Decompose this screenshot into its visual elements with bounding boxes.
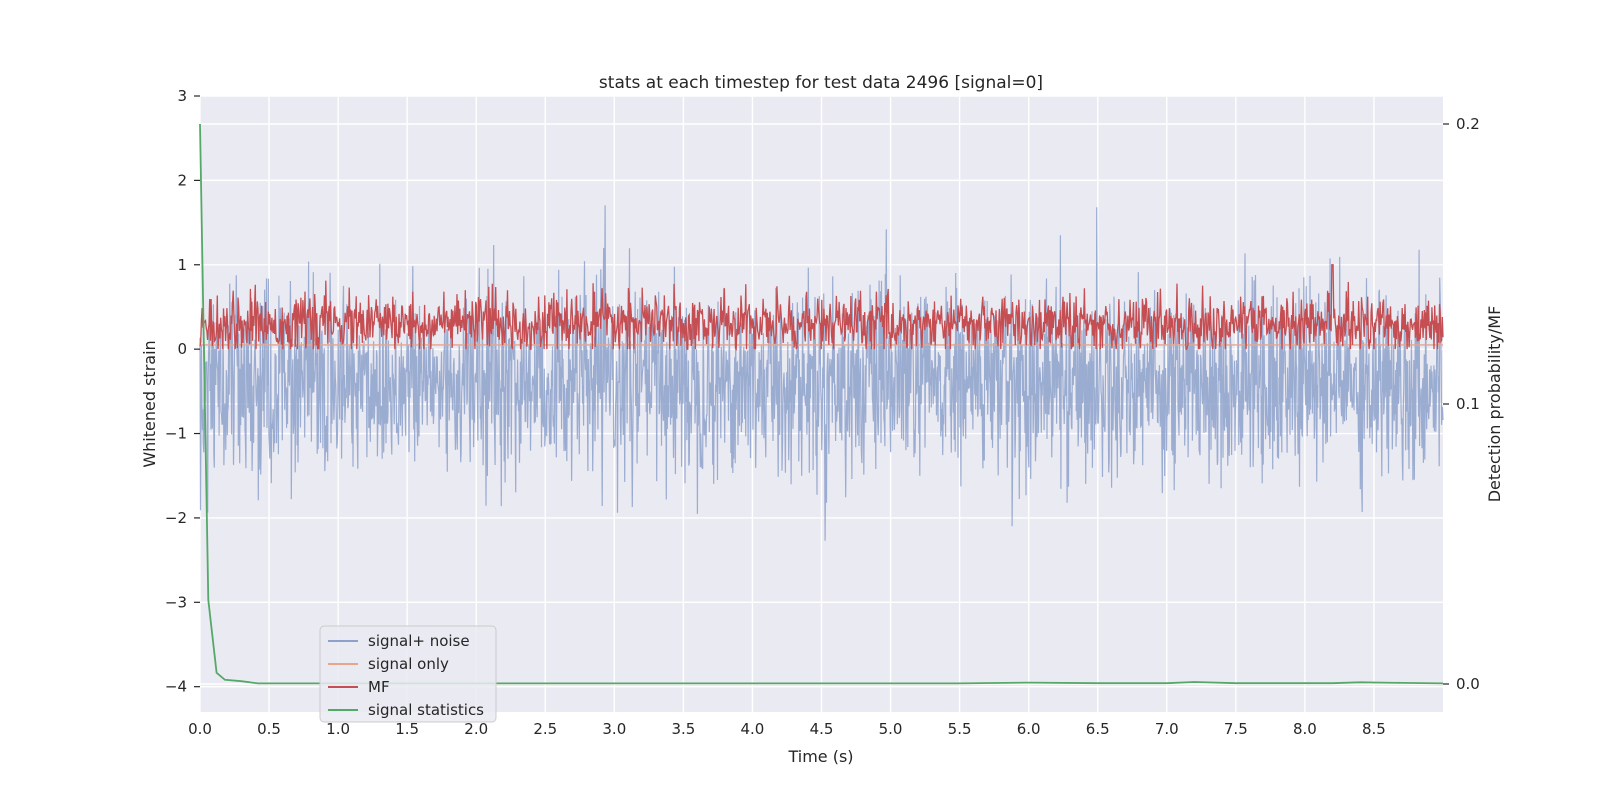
- chart-title: stats at each timestep for test data 249…: [599, 73, 1043, 93]
- y-right-tick-label: 0.2: [1456, 115, 1480, 133]
- y-tick-label: 2: [177, 171, 187, 189]
- y-tick-label: 0: [177, 340, 187, 358]
- x-tick-label: 3.5: [671, 720, 695, 738]
- series-signal-statistics-line: [199, 123, 1444, 685]
- axes-layer: 0.0 0.5 1.0 1.5 2.0 2.5 3.0 3.5 4.0 4.5 5.0 5.5 6.0 6…: [165, 87, 1480, 738]
- y-tick-label: −1: [165, 425, 187, 443]
- legend: signal+ noise signal only MF signal statist…: [319, 625, 497, 723]
- x-tick-label: 0.0: [188, 720, 212, 738]
- x-tick-label: 1.5: [395, 720, 419, 738]
- x-tick-label: 8.0: [1293, 720, 1317, 738]
- y-tick-label: 3: [177, 87, 187, 105]
- x-tick-label: 5.5: [948, 720, 972, 738]
- x-tick-label: 6.0: [1017, 720, 1041, 738]
- x-tick-label: 3.0: [602, 720, 626, 738]
- x-tick-label: 5.0: [879, 720, 903, 738]
- series-layer: [199, 123, 1444, 685]
- x-tick-label: 2.5: [533, 720, 557, 738]
- legend-box: [319, 625, 497, 723]
- legend-label: signal statistics: [368, 701, 484, 719]
- y-axis-right-label: Detection probability/MF: [1485, 306, 1504, 503]
- x-tick-label: 6.5: [1086, 720, 1110, 738]
- series-signal-noise-line: [199, 205, 1444, 541]
- y-tick-label: −2: [165, 509, 187, 527]
- x-tick-label: 7.0: [1155, 720, 1179, 738]
- grid-lines: [199, 95, 1443, 712]
- x-axis-label: Time (s): [787, 747, 853, 766]
- series-mf-line: [199, 264, 1444, 351]
- x-tick-label: 4.5: [810, 720, 834, 738]
- legend-label: signal+ noise: [368, 632, 470, 650]
- x-tick-label: 2.0: [464, 720, 488, 738]
- x-tick-label: 0.5: [257, 720, 281, 738]
- y-right-tick-label: 0.1: [1456, 395, 1480, 413]
- legend-label: MF: [368, 678, 390, 696]
- x-tick-label: 7.5: [1224, 720, 1248, 738]
- y-tick-label: −4: [165, 678, 187, 696]
- y-tick-label: 1: [177, 256, 187, 274]
- x-tick-label: 4.0: [741, 720, 765, 738]
- y-right-tick-label: 0.0: [1456, 675, 1480, 693]
- y-axis-label: Whitened strain: [140, 340, 159, 467]
- x-tick-label: 8.5: [1362, 720, 1386, 738]
- y-tick-label: −3: [165, 593, 187, 611]
- x-tick-label: 1.0: [326, 720, 350, 738]
- legend-label: signal only: [368, 655, 449, 673]
